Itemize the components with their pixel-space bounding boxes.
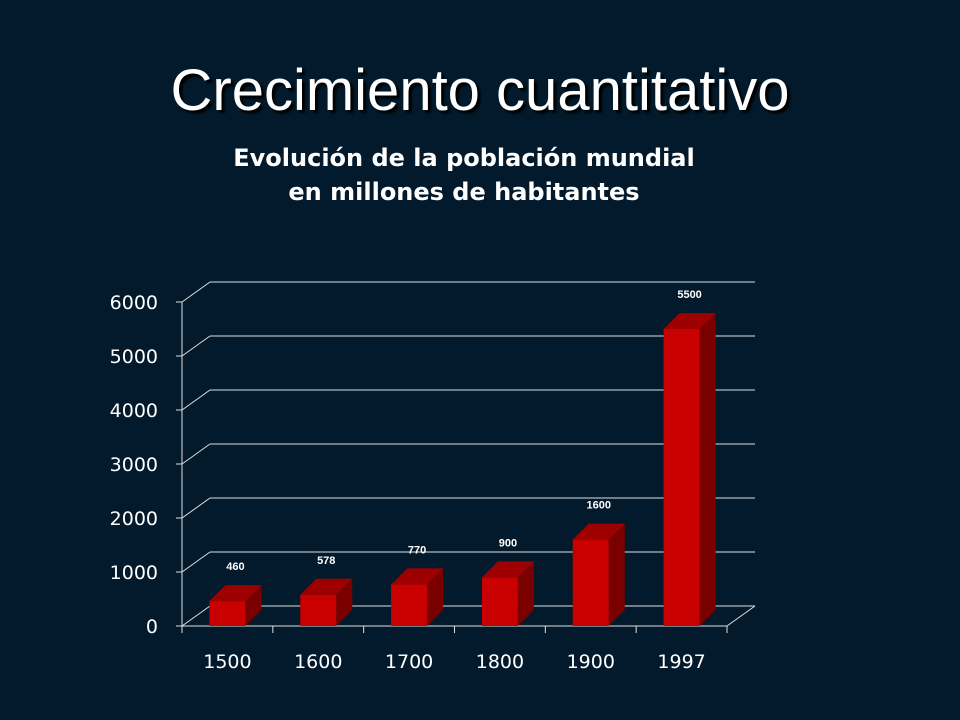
y-tick-label: 0 — [146, 616, 158, 638]
gridline-diagonal — [181, 551, 211, 573]
x-tick-label: 1997 — [657, 651, 705, 673]
bar — [572, 539, 609, 626]
gridline-diagonal — [181, 497, 211, 519]
bar — [300, 594, 337, 626]
chart-title-line-1: Evolución de la población mundial — [233, 144, 695, 172]
bar — [391, 584, 428, 626]
y-tick-label: 1000 — [110, 562, 158, 584]
data-label: 900 — [499, 537, 517, 549]
gridline-diagonal — [181, 389, 211, 411]
gridline-diagonal — [181, 281, 211, 303]
bar-top — [391, 568, 444, 585]
bar — [209, 601, 246, 626]
chart-title-line-2: en millones de habitantes — [288, 178, 640, 206]
y-tick-label: 2000 — [110, 508, 158, 530]
bar-side — [336, 578, 353, 626]
data-label: 770 — [408, 544, 426, 556]
bar-top — [663, 313, 716, 329]
y-tick-label: 5000 — [110, 346, 158, 368]
data-label: 1600 — [587, 500, 611, 512]
data-label: 5500 — [677, 289, 701, 301]
bar-top — [481, 561, 534, 578]
x-tick-label: 1900 — [567, 651, 615, 673]
x-tick-label: 1500 — [203, 651, 251, 673]
gridline-diagonal — [181, 605, 211, 627]
y-tick-label: 3000 — [110, 454, 158, 476]
bar-side — [699, 313, 716, 626]
data-label: 578 — [317, 555, 335, 567]
bar — [481, 577, 518, 626]
bar-top — [300, 578, 353, 595]
bar-top — [209, 585, 262, 602]
gridline-diagonal — [181, 443, 211, 465]
y-tick-label: 6000 — [110, 292, 158, 314]
slide-title: Crecimiento cuantitativo — [170, 58, 790, 123]
y-tick-label: 4000 — [110, 400, 158, 422]
bar-side — [427, 568, 444, 626]
x-tick-label: 1800 — [476, 651, 524, 673]
bar-side — [245, 585, 262, 626]
bar-top — [572, 523, 625, 540]
floor-edge — [726, 605, 756, 627]
chart-title: Evolución de la población mundial en mil… — [0, 141, 928, 209]
bar-side — [517, 561, 534, 626]
gridline-diagonal — [181, 335, 211, 357]
x-tick-label: 1700 — [385, 651, 433, 673]
data-label: 460 — [226, 561, 244, 573]
bar — [663, 329, 700, 626]
x-tick-label: 1600 — [294, 651, 342, 673]
bar-side — [608, 523, 625, 626]
